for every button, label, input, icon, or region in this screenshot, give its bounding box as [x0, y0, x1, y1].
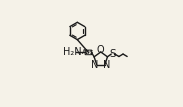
Text: Abs: Abs: [82, 49, 95, 55]
Text: H₂N: H₂N: [64, 47, 82, 57]
Text: N: N: [103, 60, 110, 70]
FancyBboxPatch shape: [85, 50, 92, 55]
Text: S: S: [109, 49, 116, 59]
Text: O: O: [97, 45, 105, 55]
Text: N: N: [91, 60, 99, 70]
